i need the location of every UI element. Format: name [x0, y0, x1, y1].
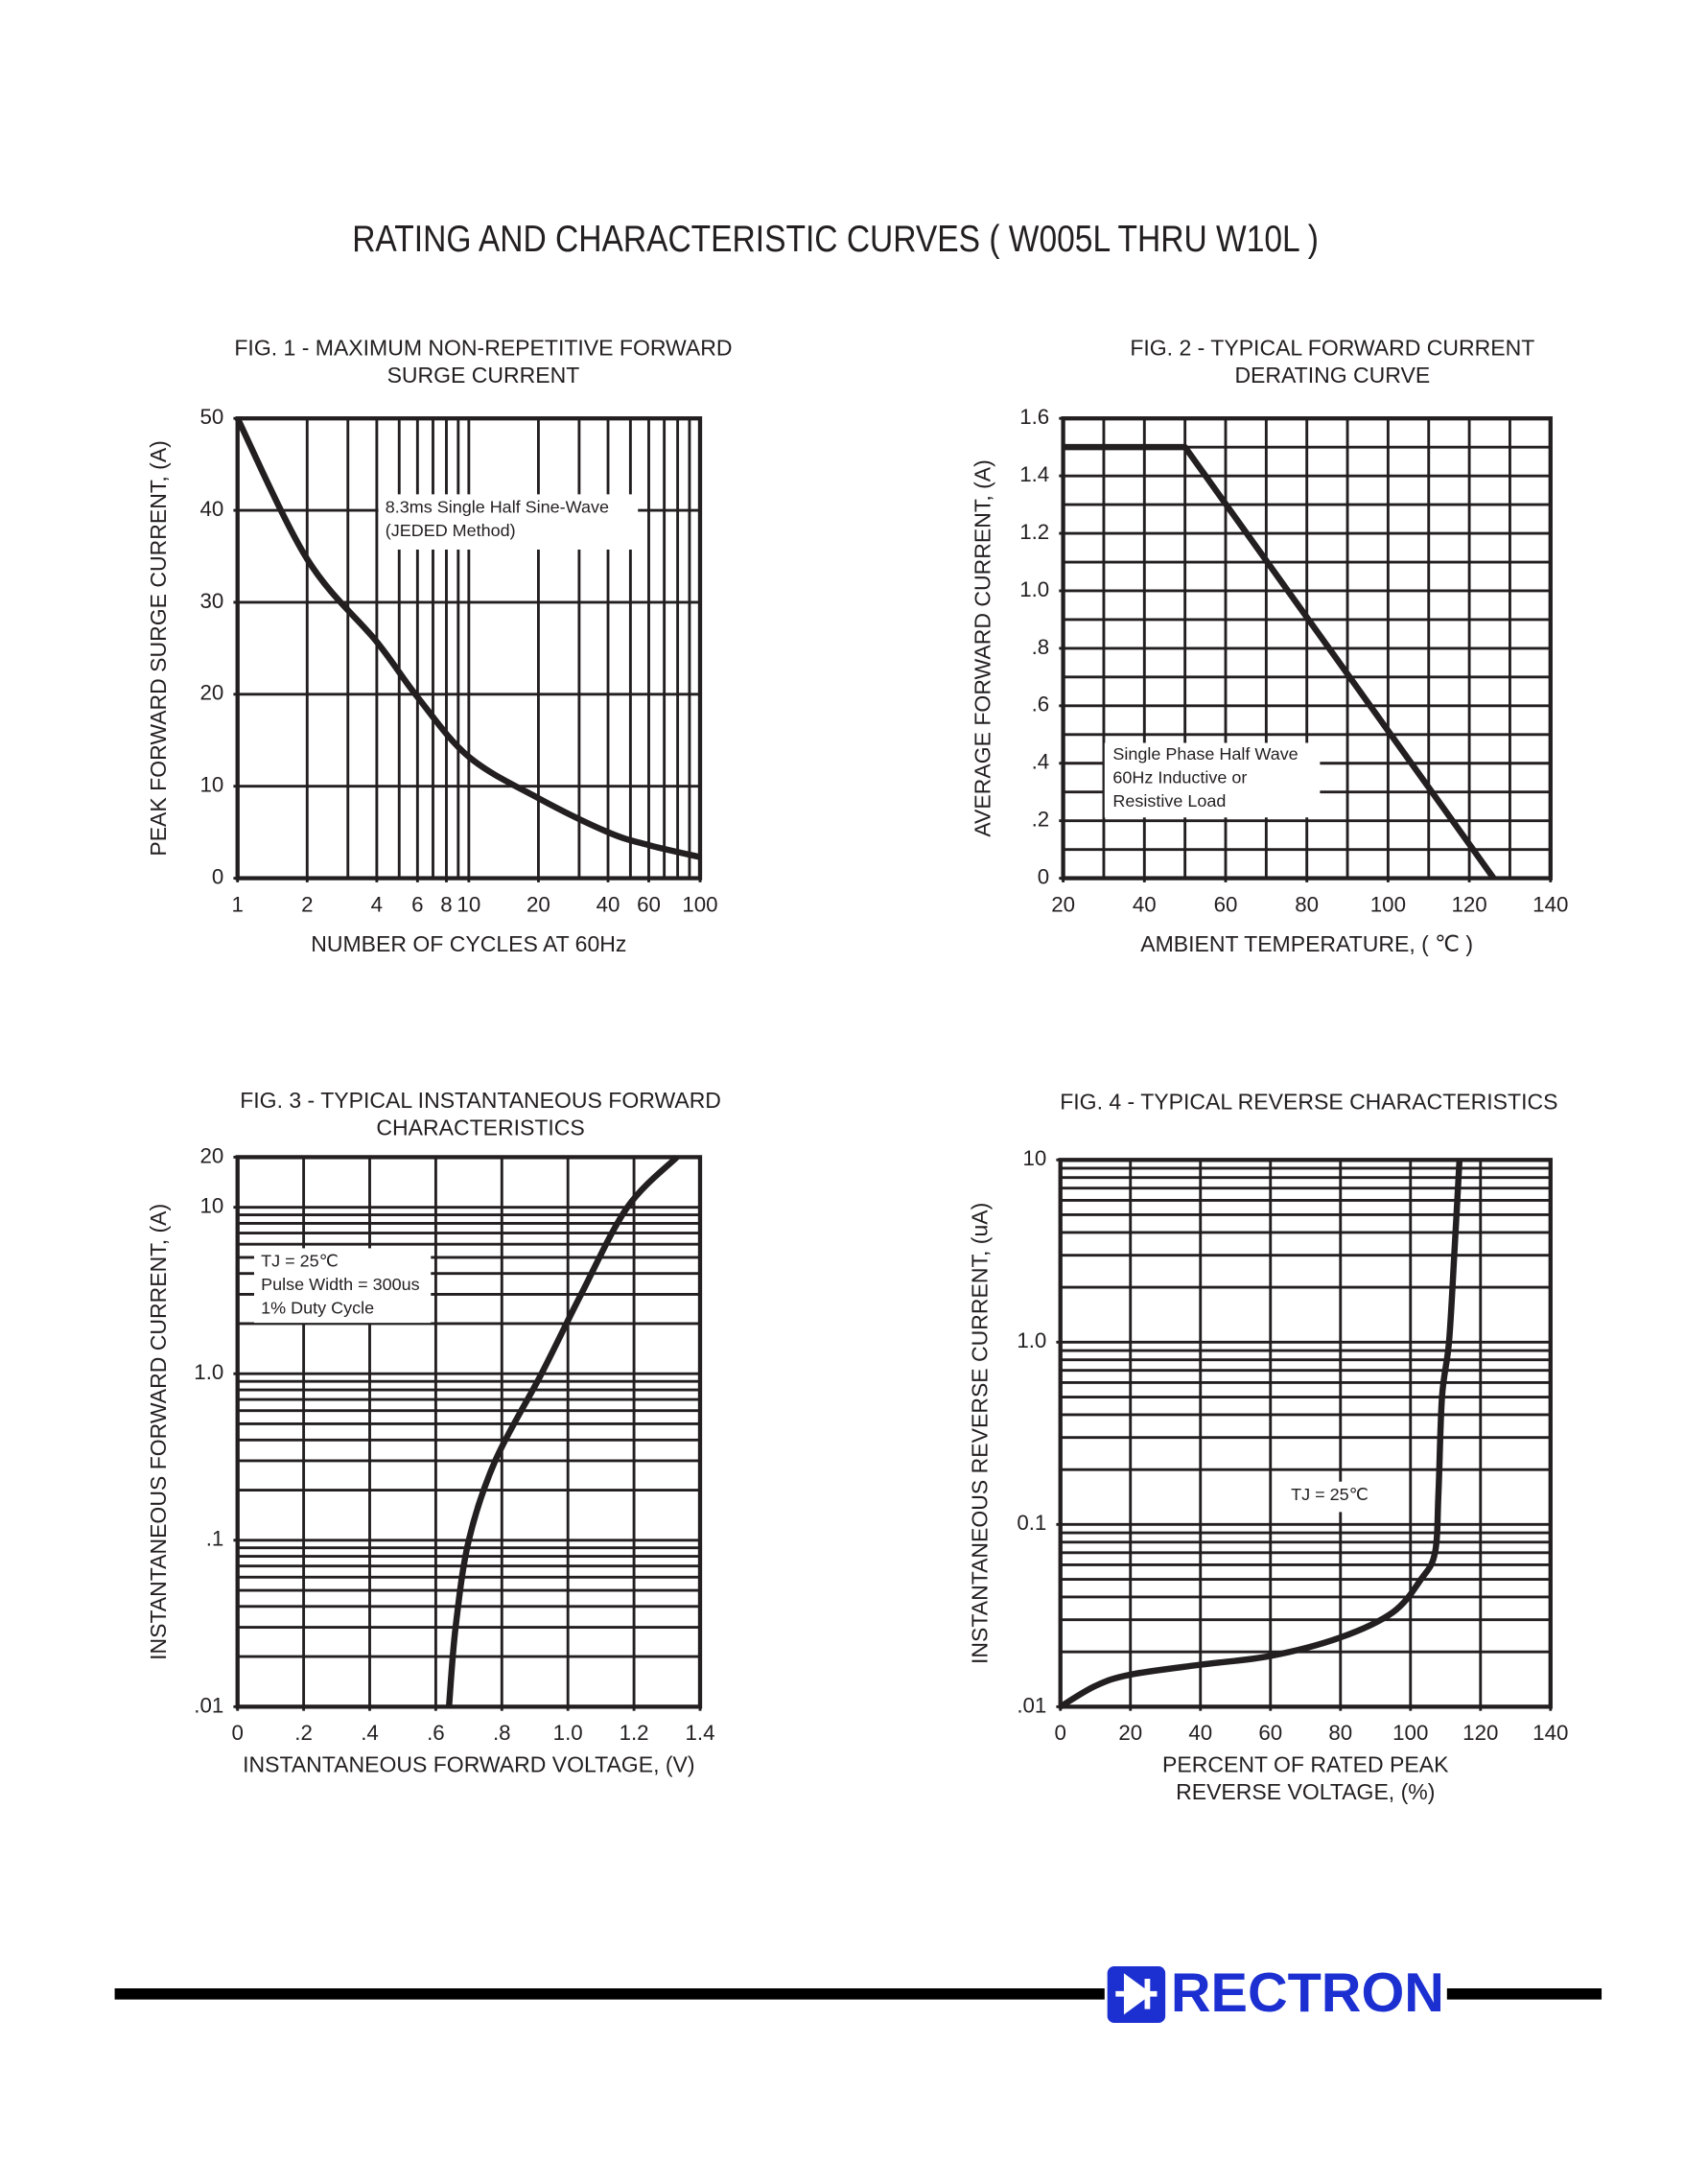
x-axis-title: INSTANTANEOUS FORWARD VOLTAGE, (V) — [243, 1751, 694, 1776]
x-tick-label: 1.4 — [685, 1721, 714, 1745]
annotation: TJ = 25℃ — [1291, 1485, 1369, 1504]
y-tick-label: 0 — [1038, 864, 1049, 888]
x-tick-label: 120 — [1451, 892, 1486, 916]
x-tick-label: .4 — [361, 1721, 379, 1745]
plot-frame — [1061, 416, 1553, 881]
y-tick-label: 40 — [200, 497, 224, 521]
x-axis-title: PERCENT OF RATED PEAK — [1162, 1751, 1449, 1776]
y-axis-title: PEAK FORWARD SURGE CURRENT, (A) — [146, 440, 171, 857]
annotation: TJ = 25℃ — [261, 1252, 339, 1271]
annotation: Single Phase Half Wave — [1112, 744, 1298, 763]
annotation: Resistive Load — [1112, 791, 1226, 810]
y-tick-label: 0.1 — [1017, 1511, 1046, 1535]
x-tick-label: 10 — [456, 892, 480, 916]
page-title: RATING AND CHARACTERISTIC CURVES ( W005L… — [352, 219, 1319, 260]
x-tick-label: .6 — [427, 1721, 445, 1745]
y-tick-label: 30 — [200, 589, 224, 613]
annotation: 1% Duty Cycle — [261, 1299, 374, 1318]
x-tick-label: 120 — [1462, 1721, 1498, 1745]
x-tick-label: .8 — [493, 1721, 511, 1745]
y-tick-label: .6 — [1032, 693, 1050, 716]
x-tick-label: 6 — [411, 892, 423, 916]
y-axis-title: INSTANTANEOUS FORWARD CURRENT, (A) — [146, 1204, 171, 1660]
annotation: Pulse Width = 300us — [261, 1275, 419, 1294]
annotation: 60Hz Inductive or — [1112, 768, 1247, 787]
x-tick-label: 40 — [1133, 892, 1157, 916]
x-tick-label: 40 — [597, 892, 620, 916]
annotation-box — [253, 1248, 432, 1324]
x-tick-label: 1.0 — [553, 1721, 583, 1745]
y-tick-label: 1.6 — [1019, 405, 1049, 429]
x-tick-label: 80 — [1295, 892, 1319, 916]
x-tick-label: 1.2 — [620, 1721, 649, 1745]
y-axis-title: AVERAGE FORWARD CURRENT, (A) — [971, 459, 995, 836]
y-tick-label: 20 — [200, 1143, 224, 1167]
y-tick-label: 10 — [200, 1194, 224, 1218]
curve — [1063, 443, 1497, 881]
x-tick-label: 8 — [440, 892, 452, 916]
x-tick-label: 60 — [637, 892, 661, 916]
logo-text: RECTRON — [1171, 1962, 1444, 2024]
y-axis-title: INSTANTANEOUS REVERSE CURRENT, (uA) — [968, 1203, 993, 1664]
curve — [234, 416, 701, 860]
x-tick-label: 40 — [1188, 1721, 1212, 1745]
y-tick-label: .8 — [1032, 635, 1050, 659]
chart-title: FIG. 3 - TYPICAL INSTANTANEOUS FORWARD — [240, 1088, 721, 1113]
x-axis-title: REVERSE VOLTAGE, (%) — [1176, 1779, 1435, 1804]
x-axis-title: NUMBER OF CYCLES AT 60Hz — [311, 931, 626, 956]
x-tick-label: 60 — [1258, 1721, 1282, 1745]
curve — [1059, 1160, 1463, 1710]
y-tick-label: 0 — [212, 864, 223, 888]
y-tick-label: 10 — [1023, 1146, 1047, 1170]
y-tick-label: 20 — [200, 681, 224, 705]
logo-icon — [1115, 1973, 1158, 2015]
x-tick-label: 140 — [1533, 892, 1568, 916]
x-tick-label: 4 — [371, 892, 383, 916]
chart-title: FIG. 4 - TYPICAL REVERSE CHARACTERISTICS — [1060, 1089, 1557, 1114]
x-axis-title: AMBIENT TEMPERATURE, ( ℃ ) — [1140, 931, 1473, 956]
y-tick-label: .01 — [1017, 1693, 1046, 1717]
x-tick-label: 140 — [1533, 1721, 1568, 1745]
x-tick-label: 20 — [526, 892, 550, 916]
plot-frame — [235, 416, 703, 881]
x-tick-label: 60 — [1214, 892, 1238, 916]
y-tick-label: 50 — [200, 405, 224, 429]
chart-title: DERATING CURVE — [1234, 363, 1430, 388]
x-tick-label: 0 — [1055, 1721, 1066, 1745]
annotation: (JEDED Method) — [386, 521, 516, 540]
chart-title: FIG. 2 - TYPICAL FORWARD CURRENT — [1130, 335, 1534, 360]
curve — [445, 1155, 680, 1707]
y-tick-label: 1.0 — [1019, 577, 1049, 601]
plot-frame — [235, 1155, 703, 1709]
x-tick-label: 2 — [301, 892, 313, 916]
x-tick-label: 20 — [1051, 892, 1075, 916]
annotation-box — [1104, 742, 1321, 818]
plot-frame — [1058, 1158, 1553, 1709]
y-tick-label: 1.2 — [1019, 520, 1049, 544]
y-tick-label: .4 — [1032, 750, 1050, 774]
x-tick-label: 20 — [1118, 1721, 1142, 1745]
y-tick-label: 1.4 — [1019, 462, 1049, 486]
chart-title: CHARACTERISTICS — [376, 1116, 584, 1140]
x-tick-label: 100 — [1370, 892, 1406, 916]
y-tick-label: .2 — [1032, 808, 1050, 832]
x-tick-label: .2 — [294, 1721, 313, 1745]
x-tick-label: 0 — [232, 1721, 244, 1745]
annotation-box — [1283, 1481, 1381, 1513]
chart-title: FIG. 1 - MAXIMUM NON-REPETITIVE FORWARD — [234, 335, 732, 360]
annotation: 8.3ms Single Half Sine-Wave — [386, 498, 609, 517]
annotation-box — [378, 494, 639, 550]
y-tick-label: 1.0 — [194, 1360, 223, 1384]
x-tick-label: 100 — [682, 892, 717, 916]
x-tick-label: 80 — [1328, 1721, 1352, 1745]
y-tick-label: 10 — [200, 773, 224, 797]
y-tick-label: .01 — [194, 1693, 223, 1717]
x-tick-label: 100 — [1392, 1721, 1428, 1745]
y-tick-label: 1.0 — [1017, 1328, 1046, 1352]
chart-title: SURGE CURRENT — [387, 363, 580, 388]
x-tick-label: 1 — [232, 892, 244, 916]
y-tick-label: .1 — [206, 1527, 224, 1551]
